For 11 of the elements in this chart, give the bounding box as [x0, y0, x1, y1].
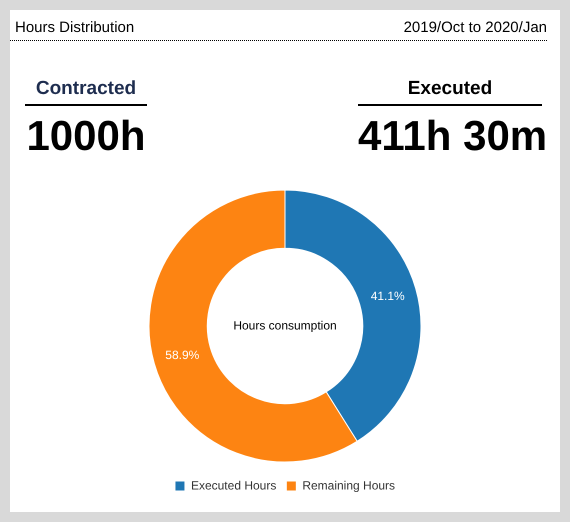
chart-title: Hours Distribution	[15, 19, 134, 36]
text: Hours consumption	[233, 318, 337, 332]
text: 411h 30m	[358, 112, 548, 160]
text: 2019/Oct to 2020/Jan	[404, 19, 547, 36]
data-label: 58.9%	[165, 348, 200, 362]
data-label: 41.1%	[370, 288, 406, 303]
text: Contracted	[25, 78, 147, 106]
text: Executed	[358, 78, 542, 106]
text: 1000h	[25, 112, 147, 160]
legend-label: Remaining Hours	[302, 478, 396, 492]
legend-label: Executed Hours	[190, 478, 276, 492]
